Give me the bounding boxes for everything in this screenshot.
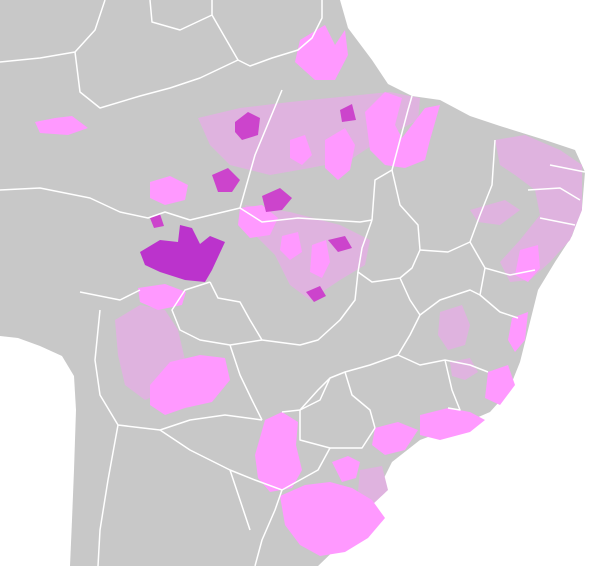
range-medium-patch (138, 284, 186, 310)
border-line (469, 241, 536, 276)
range-medium-patch (290, 135, 312, 165)
range-light-patch (358, 466, 388, 505)
range-light-patch (198, 92, 420, 175)
border-line (299, 377, 331, 411)
range-dark-patch (306, 286, 326, 302)
range-medium-patch (280, 232, 302, 260)
range-medium-patch (35, 116, 88, 135)
border-line (74, 51, 239, 109)
range-light-patch (438, 305, 470, 350)
border-line (539, 217, 576, 226)
pacific-ocean (0, 336, 76, 566)
border-line (527, 187, 581, 201)
border-line (211, 0, 323, 67)
border-line (371, 95, 413, 221)
border-line (0, 187, 373, 223)
range-medium-patch (485, 365, 515, 405)
range-light-patch (450, 358, 478, 380)
range-medium-patch (280, 482, 385, 556)
range-dark-patch (150, 214, 164, 228)
range-light-patch (470, 200, 520, 225)
range-dark-layer (150, 104, 356, 302)
border-line (344, 371, 376, 429)
range-medium-patch (150, 355, 230, 415)
range-medium-patch (310, 240, 330, 278)
range-dark-patch (212, 168, 240, 192)
border-line (229, 469, 251, 531)
range-dark-patch (340, 104, 356, 122)
border-line (229, 344, 263, 421)
border-line (97, 424, 119, 566)
range-medium-patch (150, 176, 188, 205)
range-dark-patch (235, 112, 260, 140)
range-light-layer (115, 92, 582, 505)
range-dark-patch (328, 236, 352, 252)
range-medium-patch (332, 456, 360, 482)
border-line (444, 359, 461, 411)
border-line (239, 89, 283, 209)
range-medium-patch (255, 412, 302, 492)
border-line (79, 289, 141, 301)
range-darkest-layer (140, 225, 225, 282)
range-light-patch (495, 135, 582, 282)
border-line (419, 139, 496, 253)
border-line (94, 309, 263, 431)
border-line (159, 429, 283, 566)
range-dark-patch (262, 188, 292, 212)
range-darkest-patch (140, 225, 225, 282)
border-line (549, 164, 586, 173)
border-line (281, 447, 331, 491)
range-medium-patch (372, 422, 418, 455)
range-light-patch (245, 205, 370, 300)
country-state-borders (0, 0, 585, 566)
border-line (209, 271, 359, 346)
range-medium-patch (325, 128, 355, 180)
border-line (149, 0, 213, 31)
border-line (357, 169, 421, 283)
border-line (399, 277, 481, 316)
range-medium-patch (365, 92, 440, 168)
range-medium-patch (295, 25, 348, 80)
range-medium-patch (508, 312, 528, 352)
border-line (479, 267, 519, 319)
range-medium-patch (420, 408, 485, 440)
range-medium-layer (35, 25, 540, 556)
